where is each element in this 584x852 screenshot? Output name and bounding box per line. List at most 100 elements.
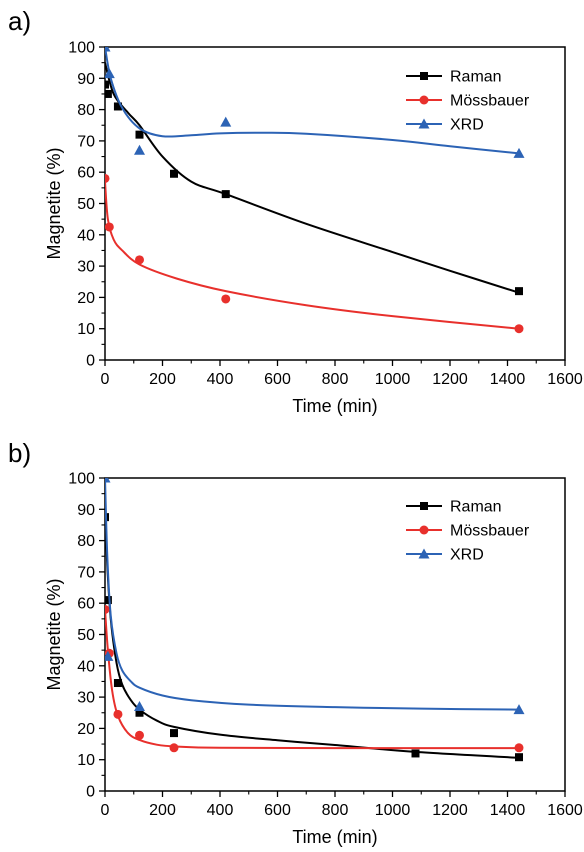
x-tick-label: 1600 bbox=[547, 802, 583, 819]
y-tick-label: 40 bbox=[77, 227, 95, 244]
legend-label: Raman bbox=[450, 69, 502, 86]
data-point bbox=[105, 80, 109, 89]
data-point bbox=[113, 709, 123, 719]
data-point bbox=[135, 255, 144, 265]
x-tick-label: 600 bbox=[264, 371, 291, 388]
series-raman bbox=[105, 506, 523, 762]
data-point bbox=[105, 604, 110, 614]
data-point bbox=[514, 743, 524, 753]
data-point bbox=[113, 679, 122, 688]
data-point bbox=[105, 89, 112, 98]
series-fit-line bbox=[105, 62, 520, 294]
legend-label: XRD bbox=[450, 117, 484, 134]
y-tick-label: 10 bbox=[77, 752, 95, 769]
series-fit-line bbox=[105, 181, 520, 330]
series-xrd bbox=[105, 47, 525, 158]
y-tick-label: 10 bbox=[77, 321, 95, 338]
y-tick-label: 100 bbox=[68, 40, 95, 57]
y-tick-label: 20 bbox=[77, 721, 95, 738]
x-tick-label: 1600 bbox=[547, 371, 583, 388]
series-layer bbox=[105, 478, 525, 762]
data-point bbox=[411, 749, 420, 758]
series-layer bbox=[105, 47, 525, 334]
data-point bbox=[169, 743, 179, 753]
y-tick-label: 80 bbox=[77, 102, 95, 119]
y-tick-label: 100 bbox=[68, 471, 95, 488]
x-axis-title: Time (min) bbox=[292, 827, 377, 847]
panel-label: b) bbox=[8, 438, 31, 468]
series-mssbauer bbox=[105, 173, 524, 334]
y-tick-label: 0 bbox=[86, 784, 95, 801]
y-axis-title: Magnetite (%) bbox=[44, 578, 64, 690]
x-tick-label: 200 bbox=[149, 371, 176, 388]
x-tick-label: 0 bbox=[101, 371, 110, 388]
x-tick-label: 0 bbox=[101, 802, 110, 819]
legend-marker bbox=[418, 118, 430, 129]
data-point bbox=[134, 700, 145, 711]
data-point bbox=[105, 68, 115, 79]
x-tick-label: 400 bbox=[207, 802, 234, 819]
data-point bbox=[105, 222, 114, 232]
series-fit-line bbox=[105, 47, 520, 155]
data-point bbox=[105, 478, 111, 483]
y-tick-label: 60 bbox=[77, 596, 95, 613]
y-tick-label: 80 bbox=[77, 533, 95, 550]
data-point bbox=[170, 729, 178, 738]
legend-marker bbox=[419, 525, 429, 535]
x-tick-label: 400 bbox=[207, 371, 234, 388]
legend: Raman Mössbauer XRD bbox=[406, 499, 530, 564]
y-tick-label: 90 bbox=[77, 502, 95, 519]
data-point bbox=[134, 144, 145, 155]
chart-panel-a: a) 0 200 400 600 800 1000 1200 1400 1600 0 10 20 30 40… bbox=[8, 6, 583, 416]
legend-marker bbox=[420, 502, 428, 510]
y-tick-label: 40 bbox=[77, 658, 95, 675]
series-mssbauer bbox=[105, 604, 524, 753]
panel-label: a) bbox=[8, 6, 31, 36]
series-fit-line bbox=[105, 609, 520, 750]
y-tick-label: 0 bbox=[86, 353, 95, 370]
data-point bbox=[170, 169, 178, 178]
y-tick-label: 50 bbox=[77, 627, 95, 644]
legend-label: Mössbauer bbox=[450, 93, 530, 110]
data-point bbox=[135, 708, 144, 717]
x-tick-label: 1200 bbox=[432, 371, 468, 388]
data-point bbox=[105, 47, 111, 52]
data-point bbox=[514, 324, 524, 334]
legend-label: Mössbauer bbox=[450, 523, 530, 540]
series-raman bbox=[105, 62, 523, 296]
legend-marker bbox=[420, 72, 428, 80]
y-tick-label: 60 bbox=[77, 165, 95, 182]
x-tick-label: 1000 bbox=[375, 802, 411, 819]
y-tick-label: 30 bbox=[77, 259, 95, 276]
y-tick-label: 70 bbox=[77, 133, 95, 150]
series-fit-line bbox=[105, 478, 520, 711]
y-tick-label: 30 bbox=[77, 690, 95, 707]
x-tick-label: 1400 bbox=[490, 371, 526, 388]
data-point bbox=[113, 102, 122, 111]
data-point bbox=[220, 116, 232, 127]
y-tick-label: 70 bbox=[77, 564, 95, 581]
x-tick-label: 1200 bbox=[432, 802, 468, 819]
x-tick-label: 200 bbox=[149, 802, 176, 819]
legend-marker bbox=[418, 548, 430, 559]
legend-label: Raman bbox=[450, 499, 502, 516]
chart-panel-b: b) 0 200 400 600 800 1000 1200 1400 1600 0 10 20 30 40… bbox=[8, 438, 583, 847]
y-tick-label: 90 bbox=[77, 71, 95, 88]
data-point bbox=[105, 650, 114, 661]
data-point bbox=[135, 730, 144, 740]
x-tick-label: 1000 bbox=[375, 371, 411, 388]
data-point bbox=[105, 173, 110, 183]
y-tick-label: 50 bbox=[77, 196, 95, 213]
x-tick-label: 800 bbox=[322, 802, 349, 819]
x-tick-label: 800 bbox=[322, 371, 349, 388]
x-tick-label: 600 bbox=[264, 802, 291, 819]
legend-marker bbox=[419, 95, 429, 105]
series-xrd bbox=[105, 478, 525, 715]
data-point bbox=[515, 753, 523, 762]
x-axis-title: Time (min) bbox=[292, 396, 377, 416]
data-point bbox=[515, 287, 523, 296]
data-point bbox=[105, 596, 112, 605]
y-axis-title: Magnetite (%) bbox=[44, 147, 64, 259]
data-point bbox=[513, 704, 525, 715]
